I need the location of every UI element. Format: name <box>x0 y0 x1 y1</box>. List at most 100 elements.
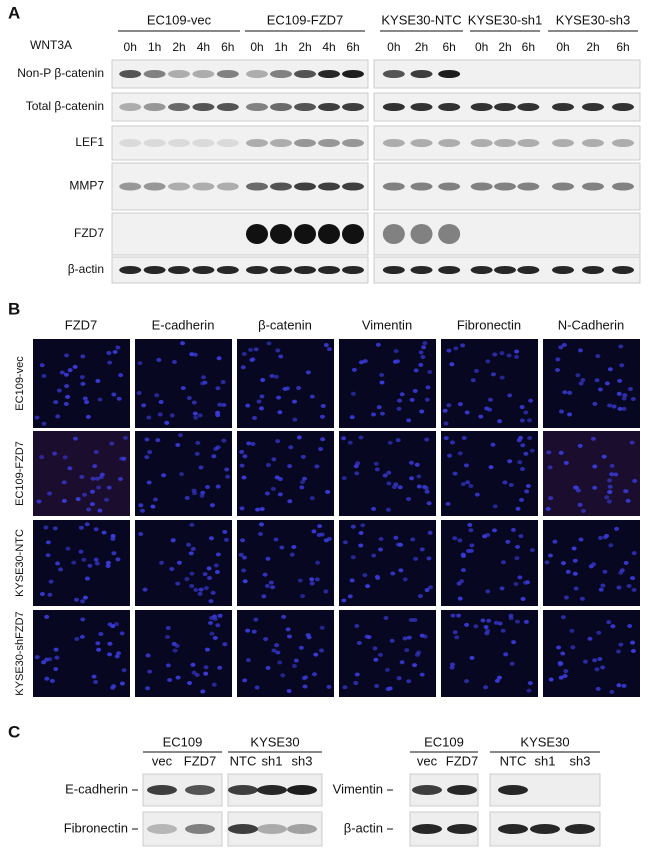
nucleus <box>309 581 315 586</box>
nucleus <box>146 480 152 485</box>
nucleus <box>590 436 596 441</box>
band <box>294 224 316 244</box>
row-label: β-actin <box>68 262 104 276</box>
nucleus <box>502 480 508 485</box>
nucleus <box>213 446 219 451</box>
nucleus <box>34 655 40 660</box>
band <box>612 266 634 274</box>
nucleus <box>560 615 566 620</box>
nucleus <box>97 397 103 402</box>
nucleus <box>259 394 265 399</box>
lane-label: NTC <box>500 753 527 768</box>
nucleus <box>320 437 326 442</box>
nucleus <box>409 476 415 481</box>
nucleus <box>459 579 465 584</box>
nucleus <box>179 472 185 477</box>
nucleus <box>520 596 526 601</box>
micrograph <box>33 520 130 606</box>
band <box>246 182 268 191</box>
nucleus <box>72 436 78 441</box>
nucleus <box>241 352 247 357</box>
nucleus <box>484 631 490 636</box>
nucleus <box>619 568 625 573</box>
nucleus <box>597 656 603 661</box>
nucleus <box>500 628 506 633</box>
nucleus <box>193 587 199 592</box>
nucleus <box>408 460 414 465</box>
nucleus <box>511 640 517 645</box>
nucleus <box>282 386 288 391</box>
nucleus <box>460 568 466 573</box>
nucleus <box>167 677 173 682</box>
nucleus <box>385 507 391 512</box>
lane-label: vec <box>417 753 438 768</box>
nucleus <box>497 419 503 424</box>
nucleus <box>39 455 45 460</box>
group-label: EC109-vec <box>147 12 212 27</box>
nucleus <box>116 651 122 656</box>
nucleus <box>442 408 448 413</box>
nucleus <box>191 400 197 405</box>
nucleus <box>111 551 117 556</box>
band <box>192 266 215 274</box>
nucleus <box>592 401 598 406</box>
nucleus <box>399 392 405 397</box>
nucleus <box>483 685 489 690</box>
nucleus <box>319 532 325 537</box>
band <box>447 824 477 834</box>
nucleus <box>622 393 628 398</box>
band <box>119 266 142 274</box>
band <box>270 182 292 191</box>
nucleus <box>499 351 505 356</box>
nucleus <box>404 648 410 653</box>
group-label: KYSE30-sh3 <box>556 12 630 27</box>
band <box>192 182 215 191</box>
nucleus <box>523 410 529 415</box>
band <box>168 139 190 147</box>
nucleus <box>419 633 425 638</box>
nucleus <box>217 613 223 618</box>
band <box>216 70 239 78</box>
nucleus <box>572 558 578 563</box>
band <box>294 70 316 78</box>
nucleus <box>222 642 228 647</box>
nucleus <box>242 579 248 584</box>
nucleus <box>62 455 68 460</box>
nucleus <box>575 373 581 378</box>
nucleus <box>353 681 359 686</box>
nucleus <box>291 663 297 668</box>
nucleus <box>519 418 525 423</box>
nucleus <box>205 485 211 490</box>
nucleus <box>619 363 625 368</box>
nucleus <box>95 378 101 383</box>
nucleus <box>449 362 455 367</box>
nucleus <box>562 390 568 395</box>
nucleus <box>318 447 324 452</box>
nucleus <box>211 454 217 459</box>
nucleus <box>555 368 561 373</box>
band <box>530 824 560 834</box>
nucleus <box>499 375 505 380</box>
nucleus <box>309 394 315 399</box>
band <box>318 182 340 191</box>
nucleus <box>419 672 425 677</box>
nucleus <box>251 629 257 634</box>
nucleus <box>412 617 418 622</box>
nucleus <box>97 508 103 513</box>
nucleus <box>485 359 491 364</box>
nucleus <box>446 403 452 408</box>
nucleus <box>514 349 520 354</box>
nucleus <box>378 547 384 552</box>
nucleus <box>223 537 229 542</box>
nucleus <box>289 552 295 557</box>
nucleus <box>99 472 105 477</box>
nucleus <box>263 637 269 642</box>
nucleus <box>292 417 298 422</box>
nucleus <box>592 464 598 469</box>
band <box>270 70 292 78</box>
nucleus <box>629 440 635 445</box>
nucleus <box>561 342 567 347</box>
nucleus <box>560 561 566 566</box>
band <box>410 182 433 191</box>
lane-label: sh1 <box>535 753 556 768</box>
